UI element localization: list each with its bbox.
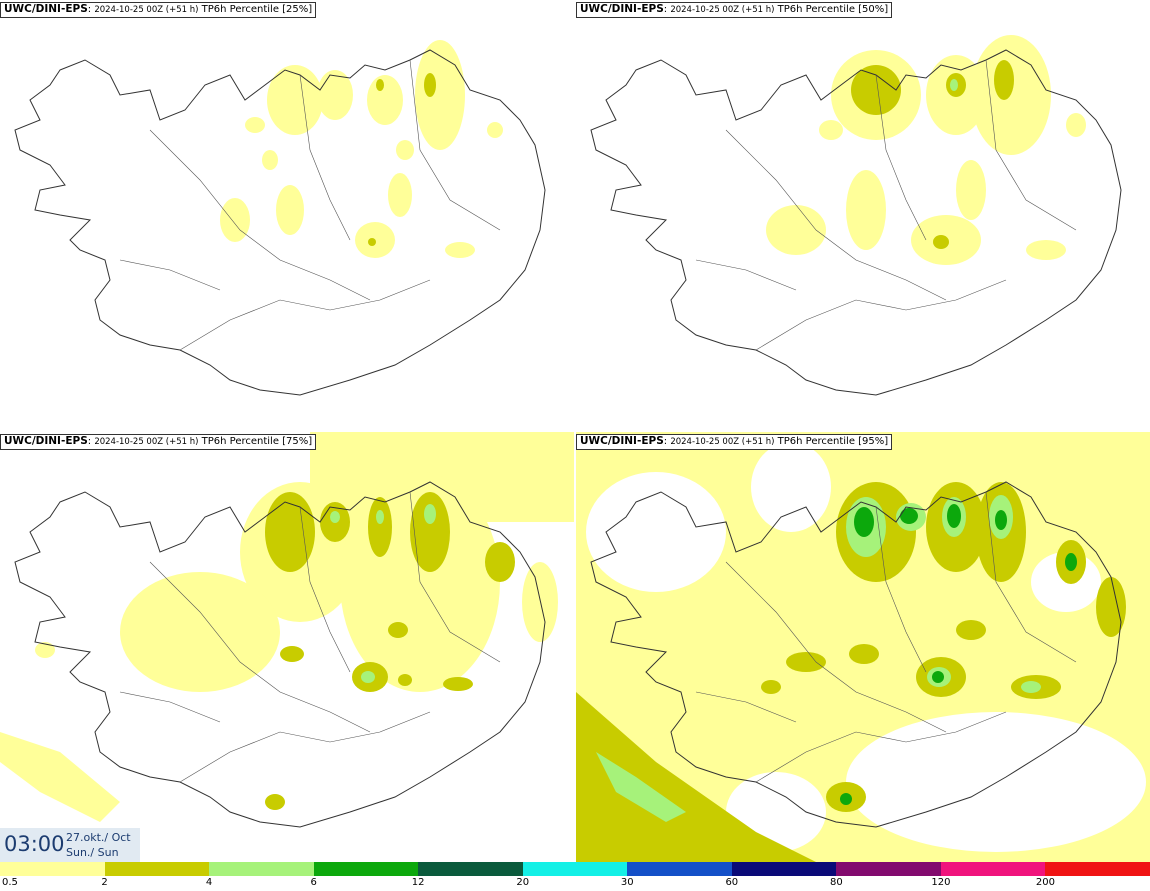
coastline <box>590 49 1122 396</box>
colorbar-swatch <box>209 862 314 876</box>
colorbar-tick-label: 4 <box>205 877 213 888</box>
valid-time-date: 27.okt./ Oct <box>66 831 131 844</box>
colorbar-swatch <box>836 862 941 876</box>
colorbar-tick-label: 200 <box>1035 877 1055 888</box>
colorbar-swatch <box>522 862 628 876</box>
colorbar-ticks: 0.5 2 4 6 12 20 30 60 80 120 200 <box>0 876 1150 891</box>
coastline <box>590 481 1122 828</box>
coastline <box>14 49 546 396</box>
coastline <box>14 481 546 828</box>
colorbar-swatch <box>313 862 419 876</box>
colorbar-swatch <box>940 862 1046 876</box>
valid-time-hour: 03:00 <box>4 832 65 856</box>
panel-title: UWC/DINI-EPS: 2024-10-25 00Z (+51 h) TP6… <box>0 2 317 18</box>
colorbar-tick-label: 120 <box>931 877 951 888</box>
valid-time-box: 03:00 27.okt./ Oct Sun./ Sun <box>0 828 140 862</box>
internal-borders <box>695 59 1077 351</box>
colorbar-tick-label: 20 <box>516 877 530 888</box>
colorbar-tick-label: 80 <box>829 877 843 888</box>
map-panel-p95: UWC/DINI-EPS: 2024-10-25 00Z (+51 h) TP6… <box>576 432 1150 862</box>
panel-title: UWC/DINI-EPS: 2024-10-25 00Z (+51 h) TP6… <box>0 434 317 450</box>
internal-borders <box>119 59 501 351</box>
colorbar-swatch <box>1045 862 1150 876</box>
precip-contours <box>766 35 1086 265</box>
precip-contours <box>576 432 1150 862</box>
internal-borders <box>119 491 501 783</box>
panel-title: UWC/DINI-EPS: 2024-10-25 00Z (+51 h) TP6… <box>576 434 893 450</box>
colorbar-tick-label: 6 <box>310 877 317 888</box>
internal-borders <box>695 491 1077 783</box>
precip-map <box>576 432 1150 862</box>
colorbar-tick-label: 12 <box>411 877 425 888</box>
colorbar-tick-label: 2 <box>101 877 108 888</box>
map-panel-p50: UWC/DINI-EPS: 2024-10-25 00Z (+51 h) TP6… <box>576 0 1150 430</box>
colorbar-swatch <box>0 862 105 876</box>
colorbar-tick-label: 0.5 <box>2 877 18 888</box>
valid-time-day: Sun./ Sun <box>66 846 119 859</box>
colorbar-swatch <box>104 862 210 876</box>
map-panel-p25: UWC/DINI-EPS: 2024-10-25 00Z (+51 h) TP6… <box>0 0 574 430</box>
precip-colorbar <box>0 862 1150 876</box>
panel-title: UWC/DINI-EPS: 2024-10-25 00Z (+51 h) TP6… <box>576 2 893 18</box>
colorbar-swatch <box>731 862 837 876</box>
precip-map <box>590 35 1122 396</box>
colorbar-tick-label: 60 <box>725 877 739 888</box>
precip-contours <box>0 432 574 822</box>
colorbar-swatch <box>627 862 732 876</box>
precip-contours <box>220 40 503 258</box>
colorbar-swatch <box>418 862 523 876</box>
precip-map <box>0 432 574 828</box>
colorbar-tick-label: 30 <box>620 877 634 888</box>
precip-map <box>14 40 546 396</box>
map-panel-p75: UWC/DINI-EPS: 2024-10-25 00Z (+51 h) TP6… <box>0 432 574 862</box>
